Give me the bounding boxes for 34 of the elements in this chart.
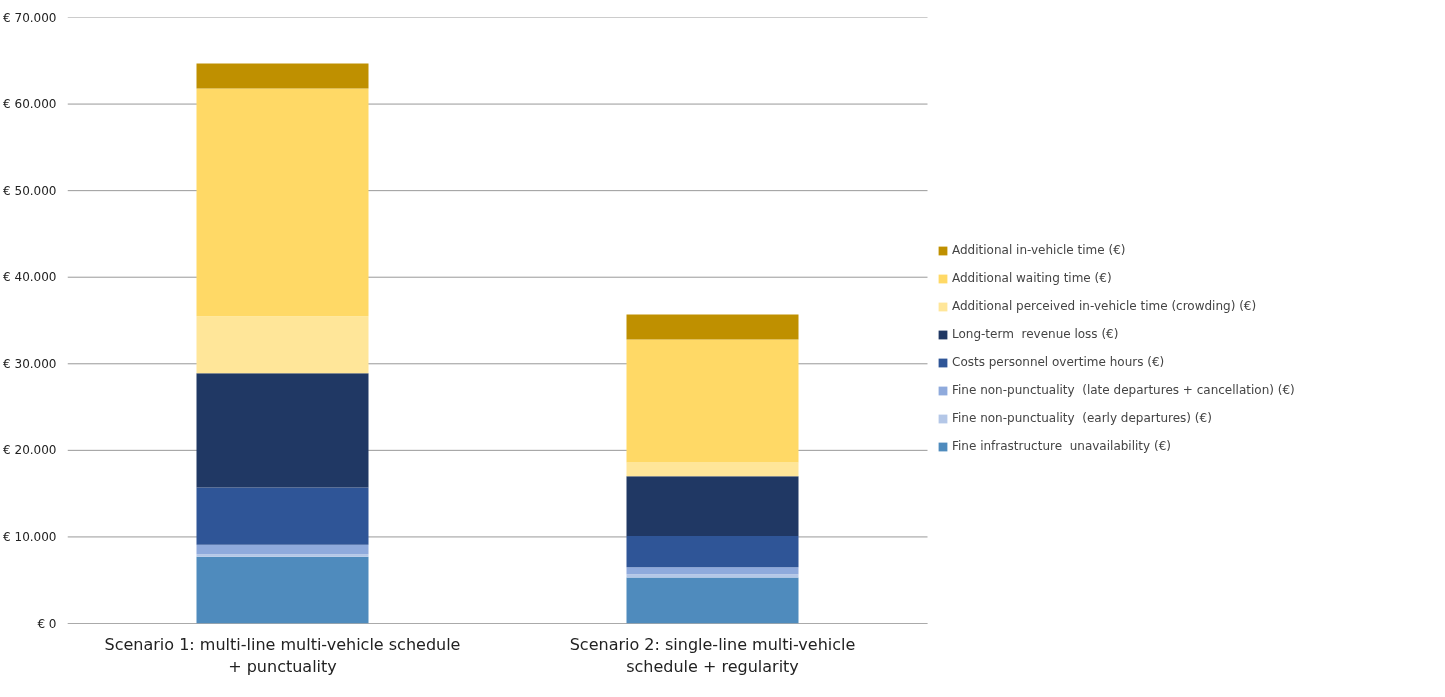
bar bbox=[196, 556, 369, 624]
bar bbox=[626, 567, 799, 575]
bar bbox=[626, 574, 799, 578]
y-tick-label: € 50.000 bbox=[3, 183, 57, 198]
bar bbox=[196, 487, 369, 545]
bar bbox=[196, 554, 369, 557]
bar bbox=[196, 63, 369, 89]
x-tick-label: Scenario 2: single-line multi-vehicle schedule + regularity bbox=[569, 634, 856, 677]
y-tick-label: € 20.000 bbox=[3, 443, 57, 458]
bar bbox=[626, 314, 799, 340]
bar bbox=[196, 316, 369, 374]
y-tick-label: € 0 bbox=[37, 616, 57, 631]
legend-label: Additional perceived in-vehicle time (crowding) (€) bbox=[952, 299, 1257, 313]
legend-label: Additional waiting time (€) bbox=[952, 271, 1112, 285]
bar bbox=[626, 536, 799, 568]
legend-label: Fine infrastructure unavailability (€) bbox=[952, 439, 1171, 453]
legend-label: Fine non-punctuality (late departures + cancellation) (€) bbox=[952, 383, 1295, 397]
legend-label: Fine non-punctuality (early departures) (€) bbox=[952, 411, 1212, 425]
bar bbox=[196, 373, 369, 488]
bar bbox=[626, 339, 799, 463]
bar bbox=[626, 476, 799, 537]
legend-label: Additional in-vehicle time (€) bbox=[952, 243, 1126, 257]
legend-label: Costs personnel overtime hours (€) bbox=[952, 355, 1165, 369]
bar bbox=[626, 577, 799, 624]
y-tick-label: € 40.000 bbox=[3, 270, 57, 285]
y-tick-label: € 70.000 bbox=[3, 10, 57, 25]
y-tick-label: € 60.000 bbox=[3, 97, 57, 112]
bar bbox=[196, 88, 369, 317]
bar bbox=[196, 544, 369, 555]
bar bbox=[626, 462, 799, 477]
y-tick-label: € 30.000 bbox=[3, 356, 57, 371]
legend-label: Long-term revenue loss (€) bbox=[952, 327, 1119, 341]
y-tick-label: € 10.000 bbox=[3, 529, 57, 544]
x-tick-label: Scenario 1: multi-line multi-vehicle schedule + punctuality bbox=[104, 634, 461, 677]
